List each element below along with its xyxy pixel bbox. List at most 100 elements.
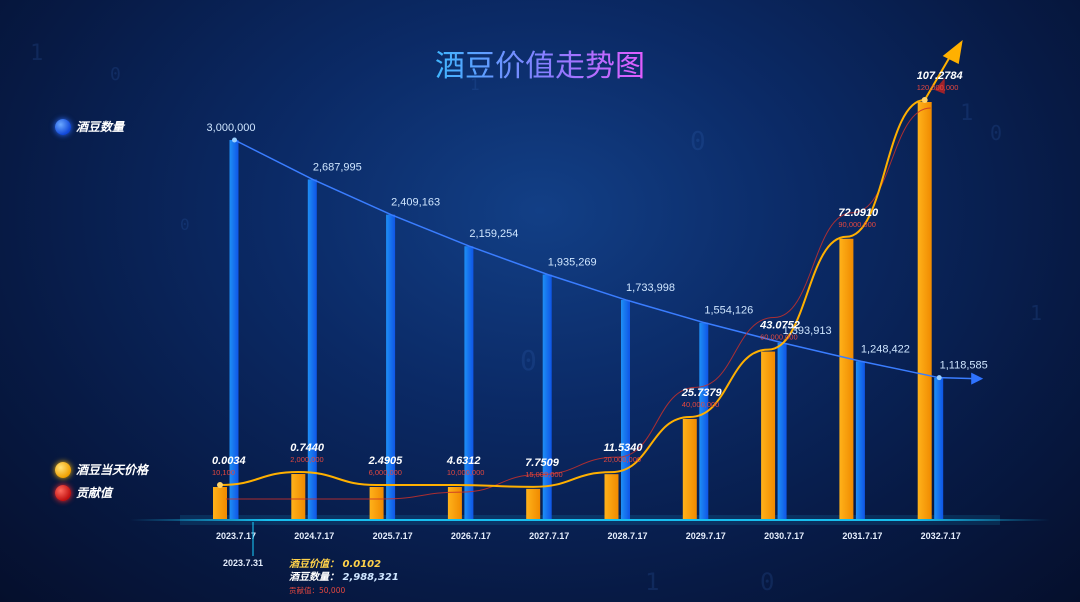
category-tick-label: 2027.7.17	[529, 531, 569, 541]
price-bar	[761, 351, 776, 519]
price-arrow-icon	[942, 40, 963, 64]
price-value-label: 25.7379	[681, 387, 723, 399]
price-curve-extension	[923, 51, 954, 101]
price-end-point	[921, 97, 928, 103]
category-tick-label: 2031.7.17	[842, 531, 882, 541]
contribution-value-label: 20,000,000	[604, 455, 642, 464]
legend-label-contribution: 贡献值	[76, 486, 113, 500]
quantity-bar	[699, 322, 709, 519]
contribution-value-label: 10,000,000	[447, 468, 485, 477]
quantity-bar	[777, 342, 787, 519]
price-value-label: 43.0752	[759, 320, 800, 332]
price-value-label: 0.7440	[290, 442, 325, 454]
price-value-label: 7.7509	[525, 457, 560, 469]
orange-dot-icon	[55, 461, 71, 478]
contribution-arrow-icon	[934, 78, 945, 94]
annotation-date-label: 2023.7.31	[223, 558, 263, 568]
contribution-value-label: 60,000,000	[760, 333, 798, 342]
legend-label-quantity: 酒豆数量	[76, 120, 125, 134]
category-tick-label: 2023.7.17	[216, 531, 256, 541]
price-value-label: 0.0034	[212, 455, 246, 467]
category-tick-label: 2028.7.17	[607, 531, 647, 541]
svg-text:0: 0	[110, 64, 121, 85]
info-price-value: 0.0102	[342, 559, 382, 570]
quantity-value-label: 1,393,913	[783, 325, 832, 337]
price-value-label: 11.5340	[604, 442, 644, 454]
legend-label-price: 酒豆当天价格	[76, 463, 149, 477]
quantity-bar	[307, 179, 317, 519]
svg-text:1: 1	[30, 41, 43, 66]
legend-item-contribution: 贡献值	[55, 484, 112, 501]
quantity-start-point	[232, 137, 237, 143]
svg-text:1: 1	[470, 75, 480, 94]
category-tick-label: 2025.7.17	[373, 531, 413, 541]
price-value-label: 107.2784	[917, 70, 963, 82]
category-tick-label: 2032.7.17	[921, 531, 961, 541]
svg-text:1: 1	[960, 101, 973, 126]
quantity-trend-line	[234, 139, 975, 380]
quantity-bar	[855, 361, 865, 519]
info-price-key: 酒豆价值：	[289, 559, 339, 570]
quantity-value-label: 1,554,126	[704, 305, 753, 317]
svg-text:0: 0	[760, 568, 774, 596]
info-quantity-value: 2,988,321	[342, 572, 399, 583]
info-quantity-row: 酒豆数量： 2,988,321	[289, 571, 399, 584]
quantity-value-label: 2,687,995	[313, 161, 362, 173]
svg-text:1: 1	[645, 568, 659, 596]
contribution-value-label: 2,000,000	[290, 455, 323, 464]
contribution-curve	[226, 107, 931, 500]
quantity-bar	[542, 274, 552, 519]
price-bar	[604, 474, 619, 519]
info-quantity-key: 酒豆数量：	[289, 572, 339, 583]
quantity-bar	[934, 377, 944, 519]
quantity-value-label: 1,118,585	[940, 360, 988, 372]
red-dot-icon	[55, 484, 71, 501]
svg-text:1: 1	[1030, 301, 1042, 325]
quantity-trend-arrow-icon	[971, 372, 984, 385]
legend-item-price: 酒豆当天价格	[55, 461, 148, 478]
legend-item-quantity: 酒豆数量	[55, 118, 124, 135]
quantity-value-label: 1,733,998	[626, 282, 675, 294]
svg-text:0: 0	[690, 127, 706, 157]
quantity-bar	[386, 214, 396, 520]
quantity-value-label: 1,935,269	[548, 257, 597, 269]
price-bar	[682, 418, 697, 519]
category-tick-label: 2029.7.17	[686, 531, 726, 541]
quantity-end-point	[936, 375, 942, 381]
info-price-row: 酒豆价值： 0.0102	[289, 558, 399, 571]
price-bar	[917, 102, 932, 519]
price-bar	[526, 488, 541, 519]
contribution-value-label: 90,000,000	[838, 220, 876, 229]
price-bar	[839, 238, 854, 519]
svg-text:0: 0	[520, 344, 537, 377]
blue-dot-icon	[55, 118, 71, 135]
quantity-value-label: 3,000,000	[207, 122, 256, 134]
price-start-point	[217, 482, 223, 488]
info-contribution-text: 贡献值：50,000	[289, 586, 346, 595]
baseline-glow	[180, 515, 1000, 525]
category-tick-label: 2026.7.17	[451, 531, 491, 541]
background-digits: 1 0 0 1 0 0 1 1 0 1 0	[30, 41, 1042, 596]
quantity-value-label: 2,409,163	[391, 197, 440, 209]
quantity-value-label: 2,159,254	[469, 228, 518, 240]
price-bar	[369, 487, 384, 519]
contribution-value-label: 6,000,000	[369, 468, 402, 477]
chart-title: 酒豆价值走势图	[435, 49, 645, 84]
price-bar	[213, 487, 227, 519]
price-bar	[447, 487, 462, 519]
quantity-bar	[229, 140, 239, 519]
svg-text:0: 0	[990, 121, 1002, 145]
price-curve	[219, 99, 925, 488]
contribution-value-label: 15,000,000	[525, 470, 563, 479]
price-value-label: 4.6312	[446, 455, 481, 467]
baseline-axis	[130, 519, 1050, 521]
price-value-label: 2.4905	[368, 455, 404, 467]
contribution-value-label: 10,100	[212, 468, 235, 477]
price-bar	[291, 474, 306, 519]
quantity-bar	[621, 299, 630, 519]
quantity-value-label: 1,248,422	[861, 343, 910, 355]
contribution-value-label: 120,000,000	[917, 83, 959, 92]
contribution-value-label: 40,000,000	[682, 400, 720, 409]
